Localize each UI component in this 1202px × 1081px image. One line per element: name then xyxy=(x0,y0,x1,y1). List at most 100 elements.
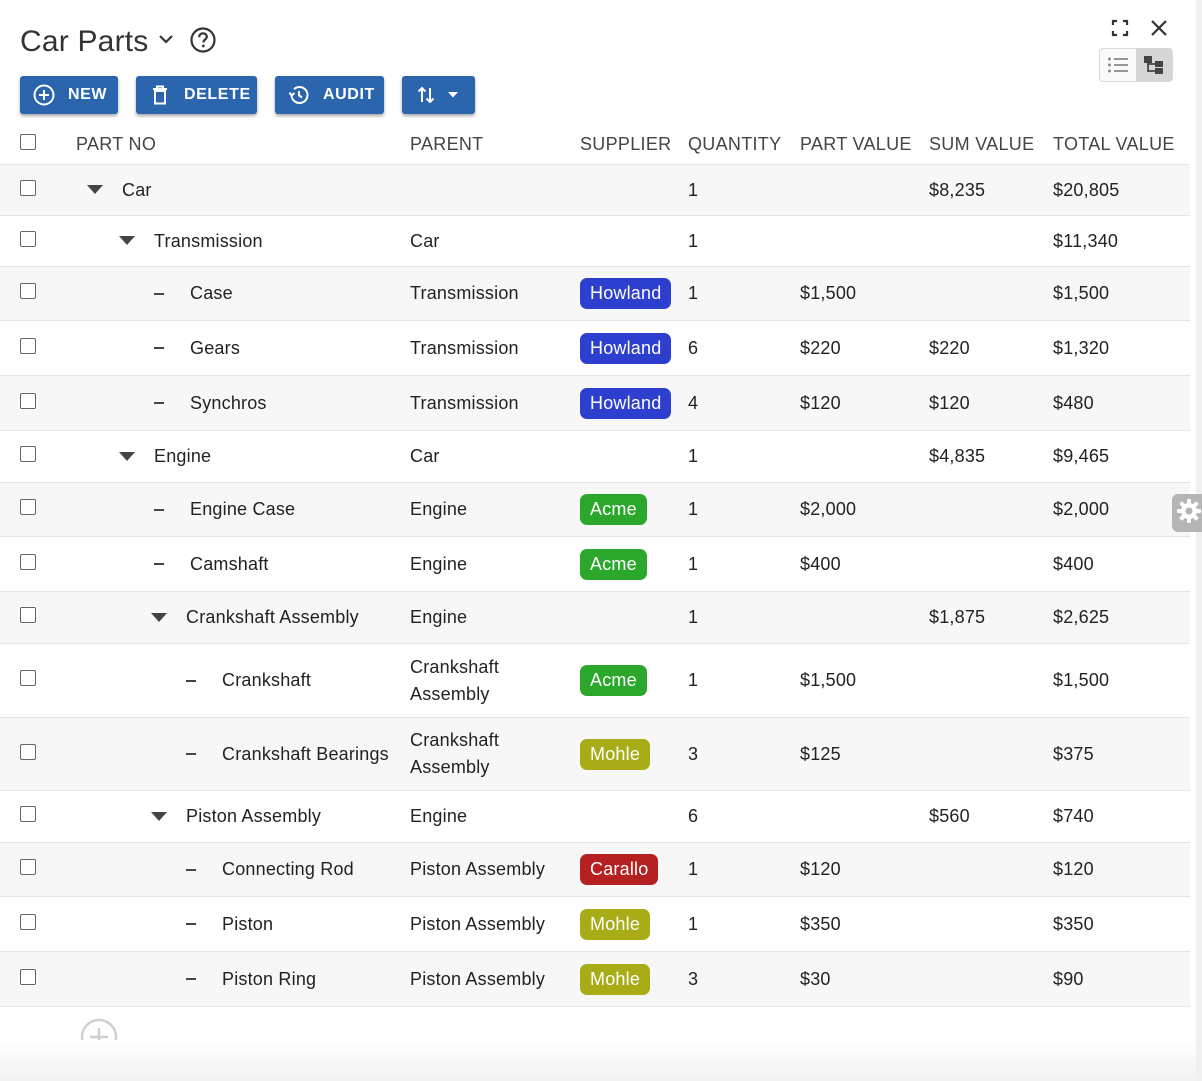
column-header-sum-value[interactable]: SUM VALUE xyxy=(929,134,1035,154)
list-view-icon[interactable] xyxy=(1100,49,1136,81)
help-icon[interactable] xyxy=(189,26,217,54)
toolbar: NEW DELETE AUDIT xyxy=(20,76,475,114)
table-row[interactable]: Engine Car 1 $4,835 $9,465 xyxy=(0,431,1190,483)
row-checkbox[interactable] xyxy=(20,859,36,875)
column-header-part-value[interactable]: PART VALUE xyxy=(800,134,912,154)
part-no-cell: Piston Assembly xyxy=(56,806,410,827)
quantity-cell: 3 xyxy=(688,743,699,764)
delete-button-label: DELETE xyxy=(184,86,251,103)
table-row[interactable]: Transmission Car 1 $11,340 xyxy=(0,216,1190,267)
row-checkbox[interactable] xyxy=(20,446,36,462)
row-checkbox[interactable] xyxy=(20,499,36,515)
column-header-part-no[interactable]: PART NO xyxy=(76,134,157,154)
quantity-cell: 6 xyxy=(688,806,699,826)
row-checkbox[interactable] xyxy=(20,806,36,822)
column-header-parent[interactable]: PARENT xyxy=(410,134,484,154)
column-header-total-value[interactable]: TOTAL VALUE xyxy=(1053,134,1175,154)
supplier-cell: Howland xyxy=(576,278,688,309)
row-select-cell xyxy=(0,913,56,935)
row-checkbox[interactable] xyxy=(20,968,36,985)
tree-view-icon[interactable] xyxy=(1136,49,1172,81)
table-row[interactable]: Crankshaft Crankshaft Assembly Acme 1 $1,500… xyxy=(0,644,1190,718)
supplier-cell: Mohle xyxy=(576,963,688,995)
part-no-cell: Transmission xyxy=(56,231,410,252)
row-checkbox[interactable] xyxy=(20,670,36,686)
scrollbar-track[interactable] xyxy=(1196,0,1202,1081)
close-icon[interactable] xyxy=(1146,15,1172,41)
table-row[interactable]: Piston Ring Piston Assembly Mohle 3 $30 $90 xyxy=(0,952,1190,1007)
quantity-cell: 4 xyxy=(688,392,699,413)
expand-caret-icon[interactable] xyxy=(118,448,136,466)
table-row[interactable]: Synchros Transmission Howland 4 $120 $120 $480 xyxy=(0,376,1190,431)
supplier-badge: Howland xyxy=(580,278,672,309)
parent-cell: Transmission xyxy=(410,392,519,413)
sort-button[interactable] xyxy=(402,76,475,114)
total-value-cell: $740 xyxy=(1053,806,1094,826)
chevron-down-icon[interactable] xyxy=(157,30,175,48)
history-icon xyxy=(287,83,311,107)
part-no-cell: Engine xyxy=(56,446,410,467)
table-row[interactable]: Crankshaft Assembly Engine 1 $1,875 $2,625 xyxy=(0,592,1190,644)
grid-body: Car 1 $8,235 $20,805 Transmission Car 1 $11,340… xyxy=(0,165,1190,1007)
row-checkbox[interactable] xyxy=(20,743,36,760)
row-checkbox[interactable] xyxy=(20,337,36,354)
table-row[interactable]: Connecting Rod Piston Assembly Carallo 1 $12… xyxy=(0,843,1190,897)
settings-tab[interactable] xyxy=(1172,494,1202,532)
caret-down-icon xyxy=(446,83,460,107)
part-no-label: Camshaft xyxy=(190,553,269,574)
table-row[interactable]: Crankshaft Bearings Crankshaft Assembly Mo… xyxy=(0,718,1190,791)
part-no-label: Crankshaft Bearings xyxy=(222,743,389,764)
total-value-cell: $1,500 xyxy=(1053,670,1110,690)
sum-value-cell: $4,835 xyxy=(929,446,986,466)
quantity-cell: 6 xyxy=(688,337,699,358)
table-row[interactable]: Piston Assembly Engine 6 $560 $740 xyxy=(0,791,1190,843)
select-all-cell xyxy=(0,134,56,155)
table-row[interactable]: Case Transmission Howland 1 $1,500 $1,500 xyxy=(0,267,1190,321)
delete-button[interactable]: DELETE xyxy=(136,76,257,114)
row-checkbox[interactable] xyxy=(20,553,36,570)
table-row[interactable]: Car 1 $8,235 $20,805 xyxy=(0,165,1190,216)
fullscreen-icon[interactable] xyxy=(1107,15,1133,41)
supplier-cell: Howland xyxy=(576,387,688,419)
parent-cell: Engine xyxy=(410,499,468,519)
part-no-cell: Crankshaft Assembly xyxy=(56,607,410,628)
table-row[interactable]: Piston Piston Assembly Mohle 1 $350 $350 xyxy=(0,897,1190,952)
select-all-checkbox[interactable] xyxy=(20,134,36,150)
new-button[interactable]: NEW xyxy=(20,76,118,114)
table-row[interactable]: Camshaft Engine Acme 1 $400 $400 xyxy=(0,537,1190,592)
part-no-label: Gears xyxy=(190,337,241,358)
row-checkbox[interactable] xyxy=(20,230,36,247)
table-row[interactable]: Gears Transmission Howland 6 $220 $220 $1,320 xyxy=(0,321,1190,376)
total-value-cell: $480 xyxy=(1053,392,1094,413)
expand-caret-icon[interactable] xyxy=(150,609,168,627)
row-checkbox[interactable] xyxy=(20,392,36,409)
leaf-dash-icon xyxy=(150,292,168,296)
audit-button[interactable]: AUDIT xyxy=(275,76,384,114)
total-value-cell: $90 xyxy=(1053,968,1084,989)
expand-caret-icon[interactable] xyxy=(86,181,104,199)
header-row: PART NO PARENT SUPPLIER QUANTITY PART VA… xyxy=(0,125,1190,165)
parent-cell: Engine xyxy=(410,607,468,627)
quantity-cell: 1 xyxy=(688,446,699,466)
row-select-cell xyxy=(0,806,56,827)
trash-icon xyxy=(148,83,172,107)
row-checkbox[interactable] xyxy=(20,913,36,930)
column-header-supplier[interactable]: SUPPLIER xyxy=(580,134,672,154)
part-no-cell: Synchros xyxy=(56,393,410,414)
row-select-cell xyxy=(0,337,56,359)
row-checkbox[interactable] xyxy=(20,179,36,196)
row-select-cell xyxy=(0,179,56,201)
supplier-badge: Acme xyxy=(580,548,647,580)
row-select-cell xyxy=(0,553,56,575)
row-checkbox[interactable] xyxy=(20,283,36,299)
expand-caret-icon[interactable] xyxy=(118,232,136,250)
quantity-cell: 1 xyxy=(688,553,699,574)
part-no-label: Connecting Rod xyxy=(222,859,354,879)
table-row[interactable]: Engine Case Engine Acme 1 $2,000 $2,000 xyxy=(0,483,1190,537)
supplier-cell: Acme xyxy=(576,665,688,696)
row-checkbox[interactable] xyxy=(20,607,36,623)
parent-cell: Crankshaft Assembly xyxy=(410,656,500,704)
expand-caret-icon[interactable] xyxy=(150,808,168,826)
column-header-quantity[interactable]: QUANTITY xyxy=(688,134,782,154)
sum-value-cell: $1,875 xyxy=(929,607,986,627)
